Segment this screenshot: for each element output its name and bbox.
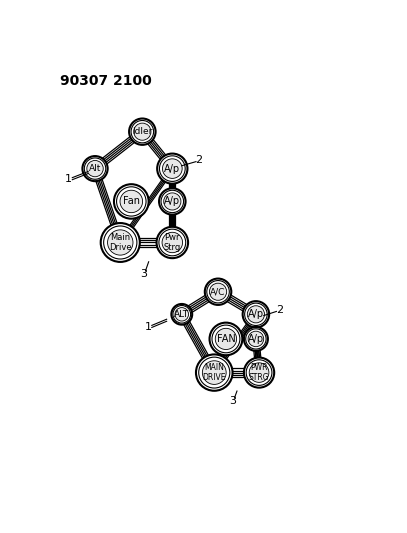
Ellipse shape <box>162 232 183 253</box>
Ellipse shape <box>246 329 266 349</box>
Ellipse shape <box>248 331 264 346</box>
Ellipse shape <box>215 328 236 350</box>
Ellipse shape <box>175 308 188 321</box>
Ellipse shape <box>116 187 146 216</box>
Text: Pwr
Strg: Pwr Strg <box>164 233 181 252</box>
Ellipse shape <box>202 361 226 384</box>
Text: A/p: A/p <box>164 164 180 174</box>
Ellipse shape <box>207 280 229 303</box>
Text: 2: 2 <box>195 156 203 165</box>
Ellipse shape <box>157 154 188 184</box>
Ellipse shape <box>161 190 184 213</box>
Text: FAN: FAN <box>217 334 235 344</box>
Ellipse shape <box>210 322 242 355</box>
Ellipse shape <box>247 306 265 323</box>
Text: 90307 2100: 90307 2100 <box>60 74 152 88</box>
Text: 2: 2 <box>276 305 283 315</box>
Text: Main
Drive: Main Drive <box>109 233 131 252</box>
Text: PWR
STRG: PWR STRG <box>249 363 269 382</box>
Ellipse shape <box>159 188 186 215</box>
Ellipse shape <box>101 223 140 262</box>
Ellipse shape <box>196 354 232 391</box>
Text: A/p: A/p <box>248 334 264 344</box>
Ellipse shape <box>159 229 186 256</box>
Ellipse shape <box>131 120 153 143</box>
Text: ALT: ALT <box>174 310 189 319</box>
Ellipse shape <box>114 184 149 219</box>
Text: A/p: A/p <box>248 309 264 319</box>
Ellipse shape <box>164 193 181 210</box>
Text: 3: 3 <box>140 269 147 279</box>
Ellipse shape <box>134 123 151 140</box>
Ellipse shape <box>120 190 142 213</box>
Text: Idler: Idler <box>132 127 153 136</box>
Text: 1: 1 <box>65 174 72 184</box>
Ellipse shape <box>171 304 192 325</box>
Ellipse shape <box>160 156 185 181</box>
Ellipse shape <box>162 159 182 179</box>
Ellipse shape <box>173 305 190 323</box>
Ellipse shape <box>210 283 227 300</box>
Ellipse shape <box>245 303 267 326</box>
Ellipse shape <box>157 227 188 258</box>
Ellipse shape <box>87 160 103 177</box>
Text: Alt: Alt <box>89 164 101 173</box>
Ellipse shape <box>244 358 274 387</box>
Text: A/C: A/C <box>210 287 226 296</box>
Ellipse shape <box>212 325 240 353</box>
Ellipse shape <box>249 363 269 382</box>
Ellipse shape <box>104 226 137 259</box>
Ellipse shape <box>199 357 230 388</box>
Ellipse shape <box>82 156 107 181</box>
Ellipse shape <box>84 158 106 179</box>
Ellipse shape <box>243 301 269 327</box>
Ellipse shape <box>129 118 155 145</box>
Text: Fan: Fan <box>123 197 140 206</box>
Ellipse shape <box>107 230 133 255</box>
Ellipse shape <box>205 279 231 305</box>
Ellipse shape <box>244 327 268 351</box>
Ellipse shape <box>246 360 272 385</box>
Text: MAIN
DRIVE: MAIN DRIVE <box>203 363 226 382</box>
Text: 1: 1 <box>145 322 152 333</box>
Text: A/p: A/p <box>164 197 180 206</box>
Text: 3: 3 <box>230 397 236 406</box>
